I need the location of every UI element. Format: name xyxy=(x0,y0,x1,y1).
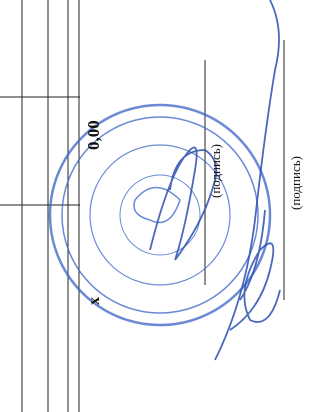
page-background xyxy=(0,0,308,412)
amount: 0,00 xyxy=(84,120,103,150)
signature-caption: (подпись) xyxy=(208,144,223,198)
mark: х xyxy=(86,297,103,305)
signature-caption: (подпись) xyxy=(288,156,303,210)
document-page: 0,00 х (подпись) (подпись) xyxy=(0,0,308,412)
